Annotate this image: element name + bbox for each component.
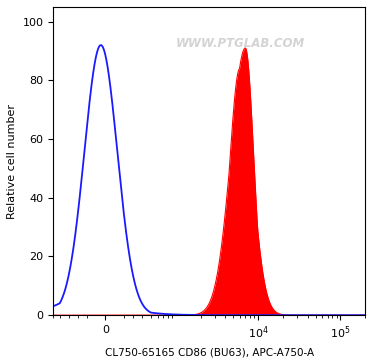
Y-axis label: Relative cell number: Relative cell number <box>7 104 17 218</box>
X-axis label: CL750-65165 CD86 (BU63), APC-A750-A: CL750-65165 CD86 (BU63), APC-A750-A <box>105 347 314 357</box>
Text: WWW.PTGLAB.COM: WWW.PTGLAB.COM <box>176 37 305 51</box>
